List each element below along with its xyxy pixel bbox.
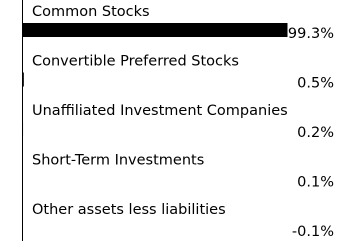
value-label: 0.5% [297,76,334,92]
value-label: 0.1% [297,175,334,191]
category-label: Convertible Preferred Stocks [32,54,239,70]
value-label: 99.3% [288,26,334,42]
category-label: Other assets less liabilities [32,202,226,218]
value-label: 0.2% [297,125,334,141]
category-label: Unaffiliated Investment Companies [32,103,288,119]
value-label: -0.1% [292,224,334,240]
bar [22,72,24,87]
bar [22,23,288,37]
category-label: Short-Term Investments [32,153,204,169]
category-label: Common Stocks [32,4,150,20]
bar [22,122,24,136]
